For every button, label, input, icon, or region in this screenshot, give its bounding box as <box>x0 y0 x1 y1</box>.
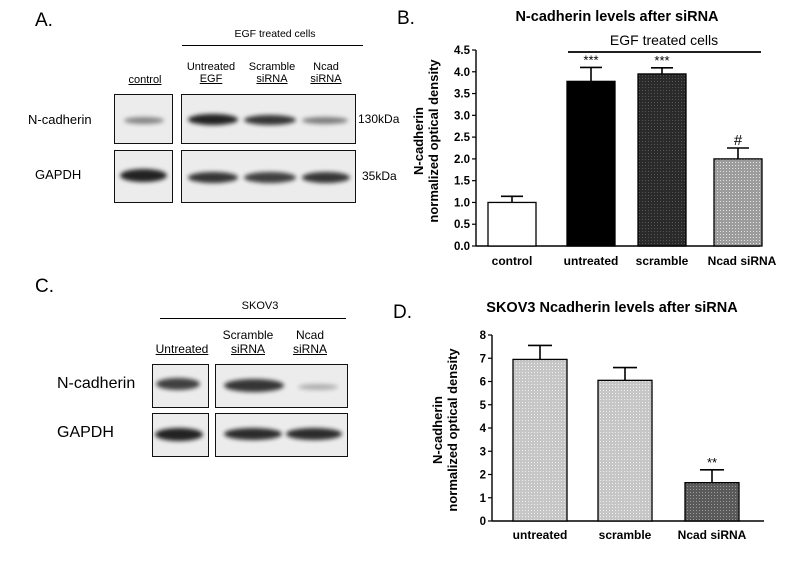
blot-c-gapdh-untreated <box>152 413 209 457</box>
panel-a-letter: A. <box>35 10 53 31</box>
chart-b-plot: 0.0 0.5 1.0 1.5 2.0 2.5 3.0 3.5 4.0 4.5 control ***… <box>454 45 777 268</box>
panel-c-header-line <box>160 318 346 320</box>
panel-c-treatment-header: SKOV3 <box>241 300 279 312</box>
blot-a-ncad-egf <box>181 94 356 144</box>
y-tick-label: 2 <box>480 470 486 482</box>
lane-c-untreated-label: Untreated <box>155 342 209 356</box>
lane-untreated-egf-label: Untreated EGF <box>186 61 236 85</box>
lane-control-label: control <box>128 74 162 86</box>
y-tick-label: 0 <box>480 516 486 528</box>
band-c-gapdh-1 <box>224 428 282 440</box>
band-a-ncad-0 <box>124 117 164 124</box>
category-label: scramble <box>599 528 652 542</box>
blot-c-gapdh-sirna <box>215 413 348 457</box>
category-label: control <box>492 254 533 268</box>
y-tick-label: 4 <box>480 423 487 435</box>
band-c-ncad-1 <box>224 379 284 392</box>
y-tick-label: 1 <box>480 493 487 505</box>
bar <box>512 358 568 522</box>
panel-c-letter: C. <box>35 276 54 297</box>
category-label: untreated <box>513 528 568 542</box>
panel-b-letter: B. <box>397 8 415 29</box>
chart-b-ylabel-1: N-cadherin <box>411 107 426 175</box>
chart-b-ylabel-2: normalized optical density <box>426 59 441 223</box>
y-tick-label: 8 <box>480 330 487 342</box>
y-tick-label: 2.0 <box>454 154 470 166</box>
blot-a-gapdh-egf <box>181 150 356 203</box>
y-tick-label: 4.5 <box>454 45 471 57</box>
y-tick-label: 5 <box>480 400 487 412</box>
y-tick-label: 1.5 <box>454 176 471 188</box>
size-marker-130kda: 130kDa <box>358 112 400 126</box>
bar <box>713 158 763 247</box>
chart-d-ylabel-1: N-cadherin <box>430 396 445 464</box>
band-a-gapdh-1 <box>188 172 238 183</box>
blot-c-ncad-sirna <box>215 364 348 408</box>
y-tick-label: 2.5 <box>454 132 471 144</box>
row-c-label-ncadherin: N-cadherin <box>57 375 136 392</box>
band-a-gapdh-3 <box>302 172 350 183</box>
significance-label: *** <box>583 52 598 67</box>
size-marker-35kda: 35kDa <box>362 169 397 183</box>
bar <box>487 201 537 247</box>
panel-a-treatment-header: EGF treated cells <box>234 28 316 40</box>
row-label-gapdh: GAPDH <box>35 167 82 182</box>
lane-c-scramble-label: Scramble siRNA <box>222 328 274 356</box>
significance-label: ** <box>707 455 717 470</box>
chart-d-ylabel-2: normalized optical density <box>445 348 460 512</box>
category-label: scramble <box>636 254 689 268</box>
chart-b-annotation: EGF treated cells <box>610 32 718 48</box>
band-a-ncad-2 <box>244 115 296 125</box>
band-a-gapdh-0 <box>120 169 167 182</box>
y-tick-label: 6 <box>480 377 486 389</box>
band-c-ncad-2 <box>298 384 338 390</box>
y-tick-label: 0.5 <box>454 219 471 231</box>
blot-a-ncad-control <box>114 94 173 144</box>
bar <box>597 379 653 522</box>
band-c-ncad-0 <box>156 378 200 390</box>
blot-a-gapdh-control <box>114 150 173 203</box>
band-a-ncad-1 <box>188 114 238 125</box>
chart-b-title: N-cadherin levels after siRNA <box>515 9 719 25</box>
significance-label: *** <box>654 53 669 68</box>
y-tick-label: 7 <box>480 353 486 365</box>
bar <box>684 481 740 522</box>
y-tick-label: 0.0 <box>454 241 470 253</box>
y-tick-label: 3 <box>480 446 486 458</box>
significance-label: # <box>734 132 743 149</box>
category-label: untreated <box>564 254 619 268</box>
lane-c-ncad-label: Ncad siRNA <box>292 328 327 356</box>
y-tick-label: 3.0 <box>454 110 470 122</box>
panel-d-letter: D. <box>393 302 412 323</box>
y-tick-label: 3.5 <box>454 89 471 101</box>
category-label: Ncad siRNA <box>678 528 747 542</box>
row-label-ncadherin: N-cadherin <box>28 112 92 127</box>
chart-d-plot: 0 1 2 3 4 5 6 7 8 untreated scramble ** Ncad siRNA <box>480 330 764 542</box>
row-c-label-gapdh: GAPDH <box>57 424 114 441</box>
blot-c-ncad-untreated <box>152 364 209 408</box>
lane-ncad-sirna-label: Ncad siRNA <box>310 61 342 85</box>
chart-d-title: SKOV3 Ncadherin levels after siRNA <box>486 300 738 316</box>
lane-scramble-sirna-label: Scramble siRNA <box>248 61 296 85</box>
bar <box>637 73 687 247</box>
band-a-ncad-3 <box>302 117 348 124</box>
band-a-gapdh-2 <box>244 172 296 183</box>
band-c-gapdh-0 <box>155 428 203 441</box>
y-tick-label: 4.0 <box>454 67 470 79</box>
band-c-gapdh-2 <box>286 428 342 440</box>
bar <box>566 80 616 247</box>
y-tick-label: 1.0 <box>454 197 470 209</box>
panel-a-header-line <box>182 45 363 47</box>
category-label: Ncad siRNA <box>708 254 777 268</box>
